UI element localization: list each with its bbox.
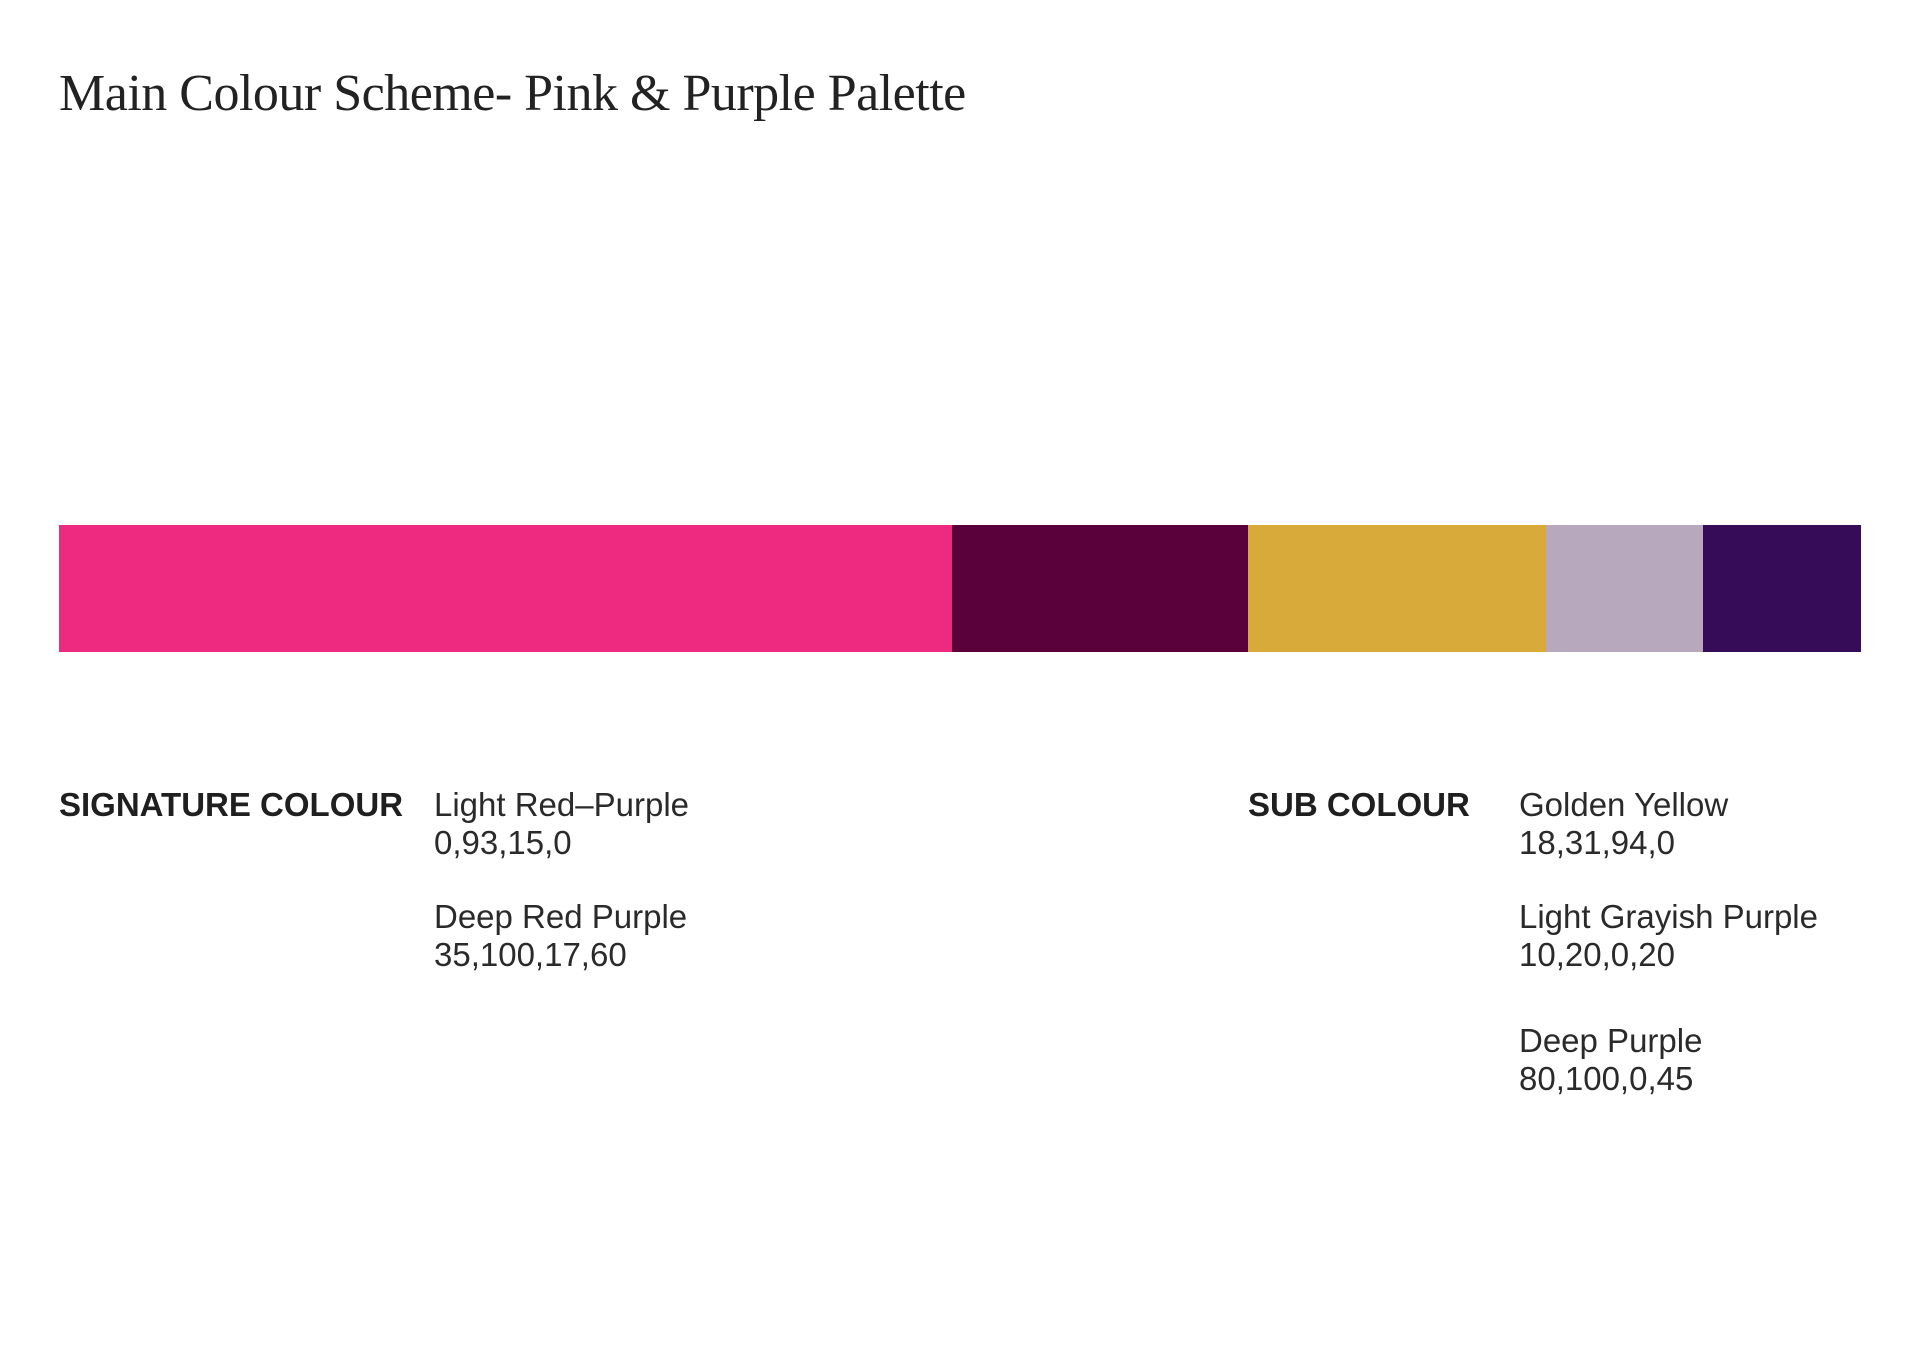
swatch-deep-red-purple — [952, 525, 1248, 652]
palette-bar — [59, 525, 1861, 652]
colour-name: Golden Yellow — [1519, 786, 1729, 823]
colour-cmyk-value: 10,20,0,20 — [1519, 936, 1675, 973]
page-title: Main Colour Scheme- Pink & Purple Palett… — [59, 65, 966, 122]
sub-colour-list: Golden Yellow 18,31,94,0 Light Grayish P… — [1519, 786, 1818, 1134]
signature-colour-heading: SIGNATURE COLOUR — [59, 786, 404, 823]
colour-cmyk-value: 35,100,17,60 — [434, 936, 627, 973]
swatch-deep-purple — [1703, 525, 1861, 652]
colour-entry-golden-yellow: Golden Yellow 18,31,94,0 — [1519, 786, 1818, 862]
colour-entry-light-grayish-purple: Light Grayish Purple 10,20,0,20 — [1519, 898, 1818, 974]
colour-name: Light Red–Purple — [434, 786, 690, 823]
colour-entry-light-red-purple: Light Red–Purple 0,93,15,0 — [434, 786, 689, 862]
colour-cmyk-value: 18,31,94,0 — [1519, 824, 1675, 861]
swatch-light-red-purple — [59, 525, 952, 652]
colour-cmyk-value: 0,93,15,0 — [434, 824, 572, 861]
colour-entry-deep-red-purple: Deep Red Purple 35,100,17,60 — [434, 898, 689, 974]
colour-name: Light Grayish Purple — [1519, 898, 1818, 935]
colour-name: Deep Red Purple — [434, 898, 688, 935]
colour-cmyk-value: 80,100,0,45 — [1519, 1060, 1694, 1097]
swatch-light-grayish-purple — [1546, 525, 1703, 652]
swatch-golden-yellow — [1248, 525, 1546, 652]
signature-colour-list: Light Red–Purple 0,93,15,0 Deep Red Purp… — [434, 786, 689, 1010]
sub-colour-heading: SUB COLOUR — [1248, 786, 1470, 823]
colour-name: Deep Purple — [1519, 1022, 1703, 1059]
colour-entry-deep-purple: Deep Purple 80,100,0,45 — [1519, 1022, 1818, 1098]
